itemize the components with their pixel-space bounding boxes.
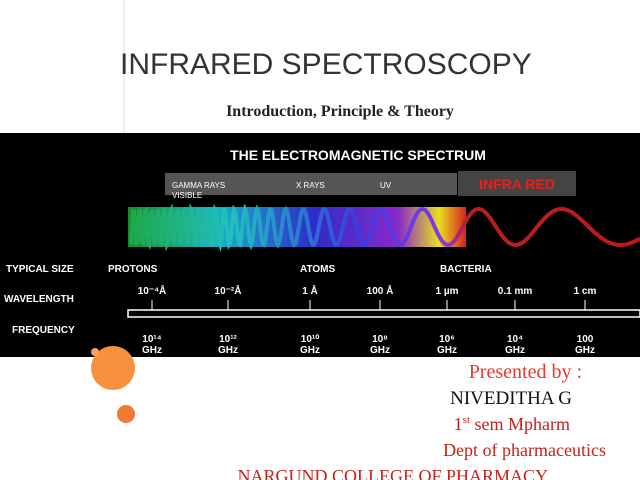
wavelength-label: 1 Å [302,284,318,297]
semester-suffix: st [463,414,470,426]
wavelength-label: 10⁻²Å [215,284,242,297]
band: UV [380,181,392,190]
wavelength-label: 100 Å [367,284,394,297]
size-label: ATOMS [300,264,336,275]
decor-circle [91,348,99,356]
wavelength-label: 1 cm [574,286,597,297]
row-label: FREQUENCY [12,325,75,336]
frequency-unit: GHz [370,345,390,356]
frequency-value: 10¹⁴ [142,334,161,345]
frequency-value: 10¹⁰ [301,334,319,345]
frequency-unit: GHz [300,345,320,356]
ruler [127,309,640,318]
band: X RAYS [296,181,325,190]
wavelength-label: 0.1 mm [498,286,533,297]
semester-number: 1 [454,414,463,434]
presented-by: Presented by : [469,361,582,383]
frequency-value: 10⁶ [439,334,455,345]
college: NARGUND COLLEGE OF PHARMACY [237,466,548,480]
row-label: WAVELENGTH [4,294,74,305]
frequency-unit: GHz [437,345,457,356]
row-label: TYPICAL SIZE [6,264,74,275]
wavelength-label: 1 µm [436,286,459,297]
frequency-value: 10⁸ [372,334,388,345]
frequency-unit: GHz [142,345,162,356]
highlight-band: INFRA RED [479,176,555,192]
department: Dept of pharmaceutics [443,440,606,460]
semester: 1st sem Mpharm [454,414,570,434]
decor-circle [117,405,135,423]
subtitle: Introduction, Principle & Theory [226,103,454,120]
spectrum-title: THE ELECTROMAGNETIC SPECTRUM [230,147,486,163]
decor-circle [91,346,135,390]
presenter-name: NIVEDITHA G [450,388,572,409]
frequency-value: 100 [577,334,594,345]
band: VISIBLE [172,191,202,200]
frequency-value: 10¹² [219,334,237,345]
size-label: PROTONS [108,264,158,275]
frequency-value: 10⁴ [507,334,523,345]
semester-rest: sem Mpharm [470,414,570,434]
size-label: BACTERIA [440,264,492,275]
band: GAMMA RAYS [172,181,225,190]
band-bar [165,173,457,195]
frequency-unit: GHz [218,345,238,356]
highlight-box [458,171,576,196]
frequency-unit: GHz [505,345,525,356]
wavelength-label: 10⁻⁴Å [138,284,167,297]
frequency-unit: GHz [575,345,595,356]
wave [129,202,640,252]
slide-title: INFRARED SPECTROSCOPY [120,48,532,81]
